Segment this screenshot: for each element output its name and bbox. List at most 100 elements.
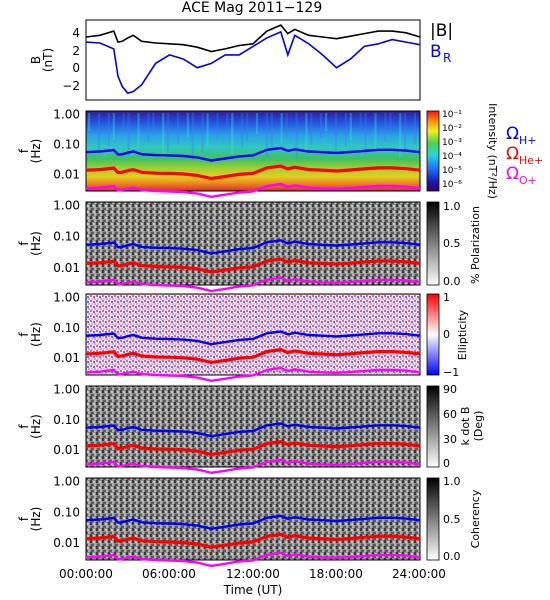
intensity-texture-streak bbox=[349, 113, 352, 140]
cbar-pol-tick: 0.0 bbox=[443, 275, 461, 288]
chart-title: ACE Mag 2011−129 bbox=[182, 0, 322, 16]
colorbar-kdotb bbox=[426, 385, 440, 468]
b-ytick-label: 2 bbox=[72, 44, 80, 58]
intensity-texture-streak bbox=[206, 113, 209, 146]
legend-omega-o: Ω bbox=[506, 164, 519, 184]
series-line-b-total bbox=[85, 24, 421, 53]
intensity-texture-streak bbox=[127, 113, 130, 156]
intensity-texture-streak bbox=[320, 113, 323, 138]
colorbar-coherency bbox=[426, 477, 440, 561]
intensity-texture-streak bbox=[122, 113, 125, 133]
spec-ytick-label: 0.10 bbox=[53, 321, 80, 335]
colorbar-kdotb-unit: (Deg) bbox=[472, 411, 485, 442]
intensity-texture-streak bbox=[265, 113, 268, 157]
colorbar-polarization bbox=[426, 201, 440, 286]
spec-yunit: (Hz) bbox=[29, 507, 43, 532]
spec-yunit: (Hz) bbox=[29, 139, 43, 164]
intensity-texture-streak bbox=[344, 113, 347, 147]
cbar-ell-tick: −1 bbox=[443, 366, 459, 379]
spec-ytick-label: 0.01 bbox=[53, 443, 80, 457]
legend-b-r-sub: R bbox=[443, 51, 451, 65]
spec-ytick-label: 1.00 bbox=[53, 291, 80, 305]
intensity-texture-streak bbox=[176, 113, 180, 144]
intensity-texture-streak bbox=[241, 113, 244, 148]
intensity-texture-streak bbox=[88, 113, 91, 131]
spec-ytick-label: 0.01 bbox=[53, 261, 80, 275]
cbar-int-tick: 10⁻⁵ bbox=[442, 166, 462, 176]
overlay-line-omega-h bbox=[85, 330, 421, 346]
overlay-line-omega-o bbox=[85, 551, 421, 568]
panel-coherency: 1.0 0.5 0.0 Coherency bbox=[85, 475, 482, 563]
intensity-texture-streak bbox=[404, 113, 407, 151]
legend-omega-h: Ω bbox=[506, 124, 519, 144]
xtick-label: 24:00:00 bbox=[392, 567, 446, 581]
cbar-kdb-tick: 60 bbox=[443, 408, 457, 421]
cbar-kdb-tick: 0 bbox=[443, 457, 450, 470]
overlay-line-omega-he bbox=[85, 164, 421, 181]
intensity-texture-streak bbox=[285, 113, 288, 136]
legend-omega-he: Ω bbox=[506, 144, 519, 164]
b-ytick-label: 0 bbox=[72, 61, 80, 75]
legend-b-total: |B| bbox=[430, 21, 453, 41]
overlay-line-omega-he bbox=[85, 257, 421, 274]
colorbar-intensity-label: Intensity (nT²/Hz) bbox=[486, 103, 499, 199]
cbar-coh-tick: 1.0 bbox=[443, 475, 461, 488]
overlay-line-omega-h bbox=[85, 239, 421, 255]
intensity-texture-streak bbox=[107, 113, 110, 147]
cbar-coh-tick: 0.5 bbox=[443, 513, 461, 526]
spec-yunit: (Hz) bbox=[29, 231, 43, 256]
colorbar-ellipticity-label: Ellipticity bbox=[456, 309, 469, 360]
spec-ytick-label: 0.01 bbox=[53, 536, 80, 550]
intensity-texture-streak bbox=[364, 113, 367, 156]
intensity-texture-streak bbox=[147, 113, 150, 142]
cbar-ell-tick: 1 bbox=[443, 291, 450, 304]
legend-omega-o-sub: O+ bbox=[519, 174, 537, 187]
cbar-pol-tick: 0.5 bbox=[443, 237, 461, 250]
spec-ylabel: f bbox=[17, 148, 31, 153]
cbar-int-tick: 10⁻³ bbox=[442, 138, 462, 148]
xtick-label: 12:00:00 bbox=[226, 567, 280, 581]
intensity-texture-streak bbox=[295, 113, 298, 159]
intensity-texture-streak bbox=[226, 113, 229, 132]
spec-ylabel: f bbox=[17, 424, 31, 429]
intensity-texture-streak bbox=[201, 113, 204, 153]
intensity-texture-streak bbox=[310, 113, 313, 145]
spec-yunit: (Hz) bbox=[29, 322, 43, 347]
spec-ytick-label: 0.01 bbox=[53, 351, 80, 365]
intensity-texture-streak bbox=[97, 113, 101, 154]
cbar-coh-tick: 0.0 bbox=[443, 550, 461, 563]
intensity-texture-streak bbox=[167, 113, 170, 151]
intensity-texture-streak bbox=[112, 113, 115, 140]
xtick-label: 18:00:00 bbox=[309, 567, 363, 581]
colorbar-kdotb-label: k dot B bbox=[459, 407, 472, 446]
intensity-texture-streak bbox=[305, 113, 308, 152]
colorbar-intensity bbox=[426, 110, 440, 192]
cbar-ell-tick: 0 bbox=[443, 328, 450, 341]
b-yunit: (nT) bbox=[41, 48, 55, 72]
intensity-texture-streak bbox=[191, 113, 194, 160]
spec-ylabel: f bbox=[17, 241, 31, 246]
intensity-texture-streak bbox=[413, 113, 417, 144]
spec-ytick-label: 1.00 bbox=[53, 107, 80, 121]
series-line-b-r bbox=[85, 30, 421, 95]
b-ylabel: B bbox=[29, 56, 43, 64]
overlay-line-omega-o bbox=[85, 182, 421, 199]
legend-omega-he-sub: He+ bbox=[519, 154, 543, 167]
overlay-line-omega-o bbox=[85, 276, 421, 293]
cbar-kdb-tick: 90 bbox=[443, 383, 457, 396]
b-ytick-label: 4 bbox=[72, 26, 80, 40]
overlay-line-omega-o bbox=[85, 366, 421, 383]
spec-ylabel: f bbox=[17, 516, 31, 521]
cbar-kdb-tick: 30 bbox=[443, 433, 457, 446]
cbar-int-tick: 10⁻⁴ bbox=[442, 152, 462, 162]
intensity-texture-streak bbox=[216, 113, 219, 139]
intensity-texture-streak bbox=[162, 113, 165, 158]
spec-yunit: (Hz) bbox=[29, 414, 43, 439]
intensity-texture-streak bbox=[152, 113, 155, 135]
spec-ylabel: f bbox=[17, 332, 31, 337]
overlay-line-omega-o bbox=[85, 458, 421, 475]
b-ytick-labels: 4 2 0 −2 bbox=[62, 26, 80, 93]
overlay-line-omega-h bbox=[85, 146, 421, 162]
intensity-texture-streak bbox=[255, 113, 259, 134]
